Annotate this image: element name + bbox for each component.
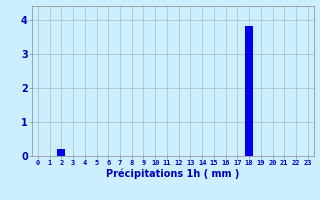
X-axis label: Précipitations 1h ( mm ): Précipitations 1h ( mm ) bbox=[106, 169, 239, 179]
Bar bbox=[57, 149, 66, 156]
Bar bbox=[245, 26, 253, 156]
